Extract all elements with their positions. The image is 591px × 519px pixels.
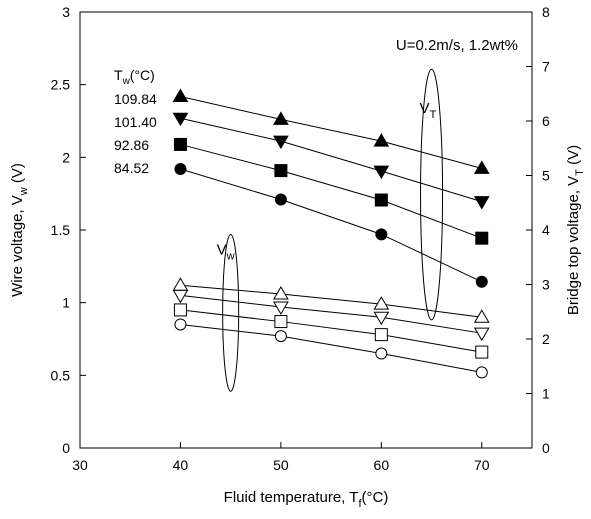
y-left-tick-label: 0 [62,440,70,456]
data-point-circle [375,228,388,241]
data-point-triangle-up [373,133,390,147]
data-point-triangle-up [273,111,289,125]
data-point-triangle-up [273,285,289,300]
series-line-vt-84.52 [180,168,482,283]
x-tick-label: 70 [474,457,490,473]
legend-value: 92.86 [114,137,149,153]
y-left-axis-label: Wire voltage, Vw (V) [9,163,30,297]
data-point-circle [274,330,287,343]
condition-annotation: U=0.2m/s, 1.2wt% [396,37,518,54]
data-point-triangle-up [473,160,490,174]
vw-group-ellipse [222,233,240,392]
data-point-triangle-down [473,327,490,342]
data-point-square [374,328,388,342]
data-point-triangle-down [373,311,390,326]
y-right-tick-label: 5 [542,168,550,184]
y-right-tick-label: 1 [542,386,550,402]
data-point-triangle-down [172,112,189,127]
data-point-triangle-up [172,277,189,291]
data-point-square [173,303,187,317]
y-left-tick-label: 1.5 [51,222,71,238]
series-line-vw-101.40 [180,294,482,334]
legend-value: 101.40 [114,114,157,130]
y-left-tick-label: 1 [62,295,70,311]
vt-group-label: VT [420,100,437,121]
data-point-triangle-up [473,309,490,323]
y-right-tick-label: 3 [542,277,550,293]
vw-group-label: Vw [217,242,235,263]
data-point-triangle-down [172,289,189,304]
x-tick-label: 50 [273,457,289,473]
data-point-triangle-up [172,88,189,102]
data-point-triangle-up [373,296,390,310]
x-tick-label: 60 [374,457,390,473]
data-point-circle [375,347,388,360]
data-point-square [173,137,187,151]
series-line-vt-92.86 [180,143,482,239]
data-point-triangle-down [473,196,490,210]
y-right-tick-label: 8 [542,4,550,20]
legend-value: 109.84 [114,91,157,107]
x-tick-label: 30 [72,457,88,473]
x-tick-label: 40 [173,457,189,473]
data-point-triangle-down [273,301,289,316]
y-left-tick-label: 3 [62,4,70,20]
y-right-axis-label: Bridge top voltage, VT (V) [565,145,586,315]
data-point-circle [174,162,187,175]
data-point-square [475,231,489,245]
data-point-triangle-down [273,135,289,150]
data-point-circle [475,366,488,379]
data-point-circle [475,275,488,288]
data-point-circle [274,193,287,206]
data-point-triangle-down [373,165,390,180]
series-line-vt-101.40 [180,117,482,203]
data-point-circle [174,318,187,331]
data-point-square [274,164,288,178]
y-left-tick-label: 2 [62,149,70,165]
y-left-tick-label: 0.5 [51,367,71,383]
y-right-tick-label: 4 [542,222,550,238]
legend-title: Tw(°C) [114,67,155,87]
series-line-vw-84.52 [180,323,482,373]
data-point-square [374,193,388,207]
y-right-tick-label: 2 [542,331,550,347]
vt-group-ellipse [420,68,444,321]
y-right-tick-label: 6 [542,113,550,129]
series-line-vw-109.84 [180,284,482,318]
y-right-tick-label: 0 [542,440,550,456]
data-point-square [475,345,489,359]
x-axis-label: Fluid temperature, Tf(°C) [224,489,389,510]
y-left-tick-label: 2.5 [51,77,71,93]
y-right-tick-label: 7 [542,59,550,75]
series-line-vt-109.84 [180,95,482,169]
legend-value: 84.52 [114,160,149,176]
data-point-square [274,315,288,329]
series-line-vw-92.86 [180,309,482,353]
